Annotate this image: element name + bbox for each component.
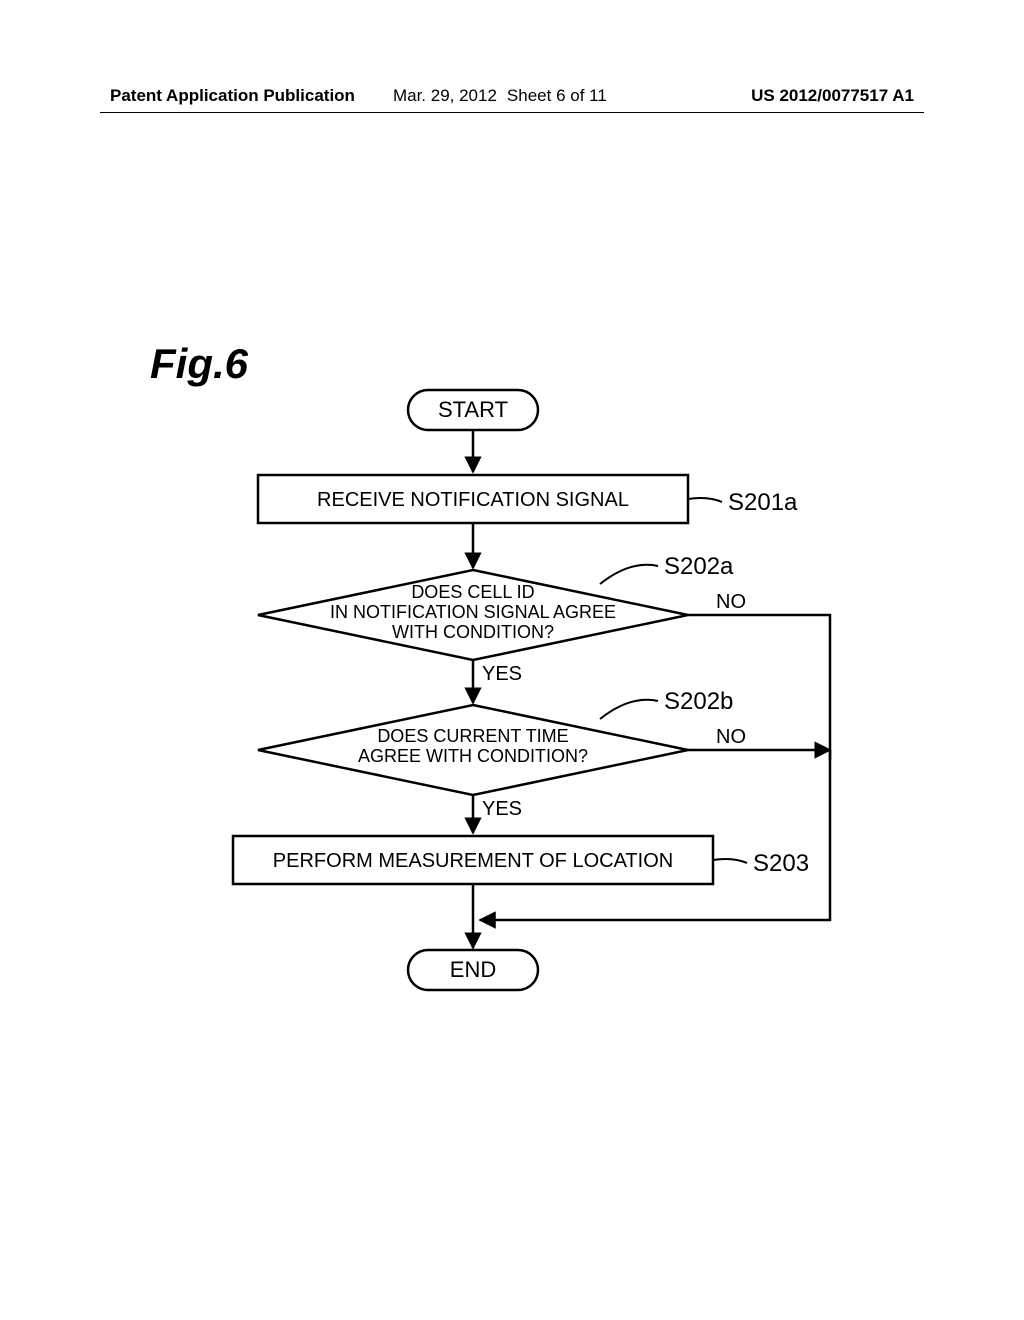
s203-label: PERFORM MEASUREMENT OF LOCATION [273, 850, 673, 872]
s202a-yes: YES [482, 663, 522, 685]
patent-number: US 2012/0077517 A1 [751, 86, 914, 106]
s202a-leader [600, 565, 658, 584]
flowchart: START RECEIVE NOTIFICATION SIGNAL S201a … [160, 380, 880, 1000]
s202a-no: NO [716, 591, 746, 613]
header-rule [100, 112, 924, 113]
s202b-node: DOES CURRENT TIME AGREE WITH CONDITION? [258, 705, 688, 795]
s203-ref: S203 [753, 850, 809, 877]
publication-date: Mar. 29, 2012 [393, 86, 497, 106]
page-header: Patent Application Publication Mar. 29, … [110, 86, 914, 106]
s202a-line1: DOES CELL ID [411, 582, 534, 602]
s202b-line2: AGREE WITH CONDITION? [358, 746, 588, 766]
start-label: START [438, 397, 508, 422]
publication-label: Patent Application Publication [110, 86, 355, 106]
sheet-number: Sheet 6 of 11 [507, 86, 607, 106]
s201a-node: RECEIVE NOTIFICATION SIGNAL [258, 475, 688, 523]
s201a-leader [688, 498, 722, 502]
s202a-node: DOES CELL ID IN NOTIFICATION SIGNAL AGRE… [258, 570, 688, 660]
s203-node: PERFORM MEASUREMENT OF LOCATION [233, 836, 713, 884]
s202b-ref: S202b [664, 688, 733, 715]
s202b-line1: DOES CURRENT TIME [377, 726, 568, 746]
s202b-leader [600, 700, 658, 719]
s201a-label: RECEIVE NOTIFICATION SIGNAL [317, 489, 629, 511]
s202b-yes: YES [482, 798, 522, 820]
s202a-line2: IN NOTIFICATION SIGNAL AGREE [330, 602, 616, 622]
s201a-ref: S201a [728, 489, 798, 516]
s202a-ref: S202a [664, 553, 734, 580]
end-node: END [408, 950, 538, 990]
s202a-line3: WITH CONDITION? [392, 622, 554, 642]
s203-leader [713, 859, 747, 863]
start-node: START [408, 390, 538, 430]
s202b-no: NO [716, 726, 746, 748]
end-label: END [450, 957, 496, 982]
